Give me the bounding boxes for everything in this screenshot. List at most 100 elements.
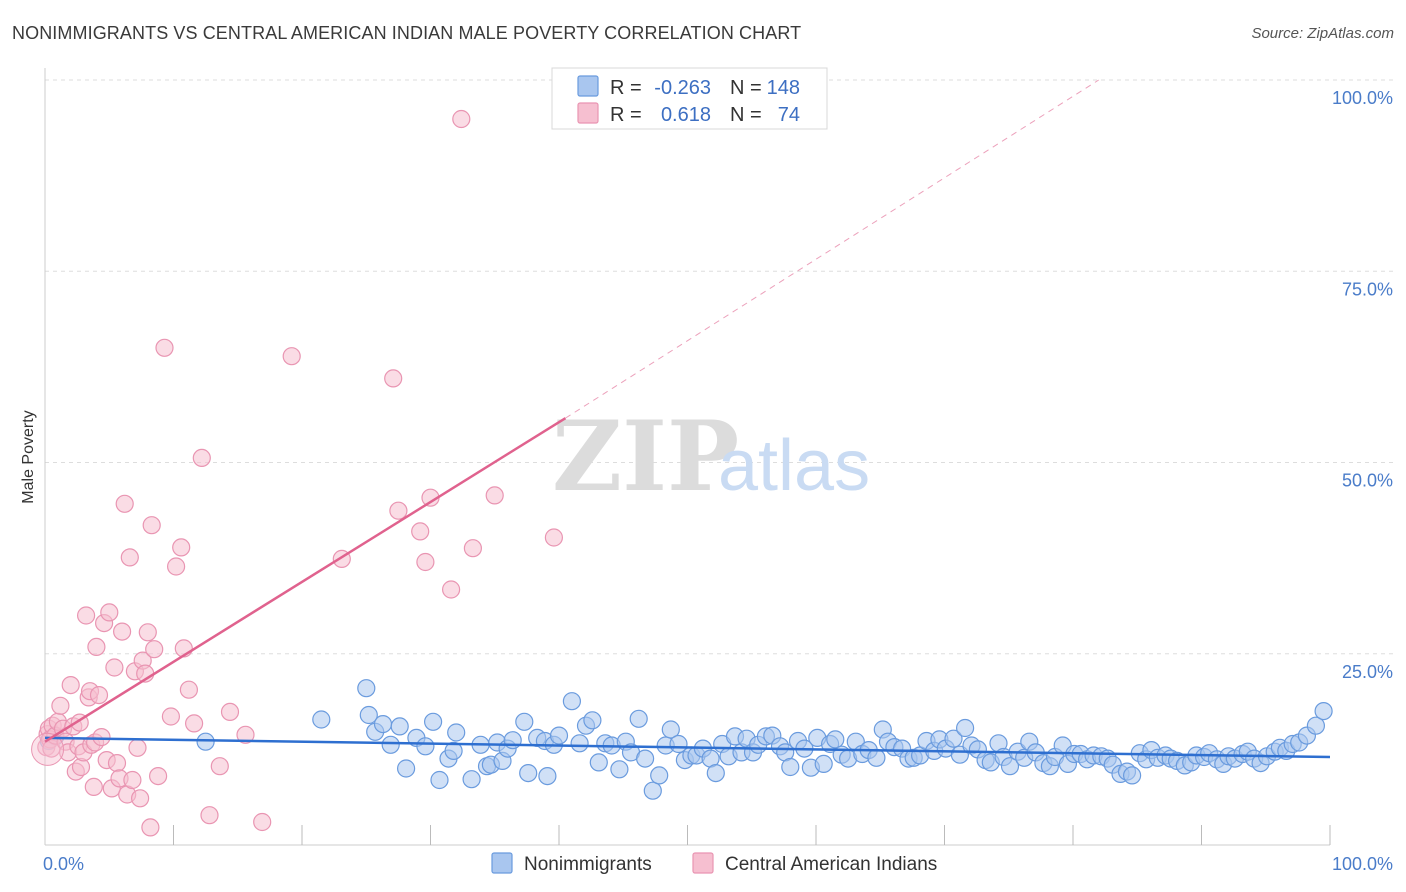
central-american-indians-point-41 xyxy=(128,738,147,757)
nonimmigrants-point-32 xyxy=(549,726,569,745)
central-american-indians-point-42 xyxy=(131,789,150,808)
central-american-indians-cluster xyxy=(31,732,65,766)
nonimmigrants-point-80 xyxy=(867,748,886,767)
central-american-indians-point-59 xyxy=(210,757,229,776)
watermark: ZIP atlas xyxy=(552,400,870,513)
x-tick-label-1: 100.0% xyxy=(1332,854,1393,874)
nonimmigrants-point-55 xyxy=(706,763,725,783)
trend-line-nonimmigrants xyxy=(44,736,1331,759)
nonimmigrants-point-46 xyxy=(650,766,669,785)
central-american-indians-point-8 xyxy=(51,696,70,715)
axes xyxy=(44,68,1331,846)
central-american-indians-point-26 xyxy=(89,685,109,705)
nonimmigrants-point-18 xyxy=(462,770,481,789)
central-american-indians-point-61 xyxy=(236,725,255,744)
central-american-indians-point-53 xyxy=(172,538,191,557)
y-axis-label: Male Poverty xyxy=(20,410,37,503)
y-tick-label-1: 50.0% xyxy=(1342,471,1393,491)
central-american-indians-point-46 xyxy=(141,818,160,837)
central-american-indians-point-49 xyxy=(149,766,168,786)
chart-title: NONIMMIGRANTS VS CENTRAL AMERICAN INDIAN… xyxy=(12,23,802,43)
nonimmigrants-point-3 xyxy=(312,710,331,729)
chart-source: Source: ZipAtlas.com xyxy=(1251,25,1394,42)
central-american-indians-point-48 xyxy=(145,640,164,659)
legend-n-label-blue: N = xyxy=(730,77,762,99)
bottom-legend-swatch-nonimmigrants xyxy=(491,852,513,874)
central-american-indians-point-51 xyxy=(161,707,180,726)
nonimmigrants-point-44 xyxy=(635,749,655,768)
central-american-indians-point-73 xyxy=(485,486,504,505)
central-american-indians-point-52 xyxy=(167,557,186,576)
central-american-indians-point-23 xyxy=(84,777,103,797)
central-american-indians-point-32 xyxy=(105,658,124,677)
legend-swatch-pink xyxy=(577,102,599,124)
nonimmigrants-point-45 xyxy=(643,781,662,800)
nonimmigrants-point-37 xyxy=(589,753,608,772)
nonimmigrants-point-7 xyxy=(373,714,393,734)
nonimmigrants-point-92 xyxy=(944,729,963,748)
bottom-legend-swatch-central-american-indians xyxy=(692,852,714,874)
central-american-indians-point-63 xyxy=(282,347,301,366)
central-american-indians-point-60 xyxy=(220,702,240,722)
legend-r-value-pink: 0.618 xyxy=(661,104,711,126)
central-american-indians-point-68 xyxy=(416,552,435,572)
legend-swatch-blue xyxy=(577,75,599,97)
nonimmigrants-point-33 xyxy=(562,692,582,711)
watermark-zip: ZIP xyxy=(552,400,739,513)
nonimmigrants-point-43 xyxy=(629,709,648,728)
nonimmigrants-point-72 xyxy=(814,754,833,774)
nonimmigrants-point-120 xyxy=(1122,766,1142,785)
nonimmigrants-point-34 xyxy=(570,734,589,753)
bottom-legend-label-nonimmigrants: Nonimmigrants xyxy=(524,854,652,875)
y-tick-label-2: 75.0% xyxy=(1342,279,1393,299)
nonimmigrants-point-5 xyxy=(359,705,378,725)
bottom-legend: Nonimmigrants Central American Indians xyxy=(491,852,937,875)
central-american-indians-point-58 xyxy=(200,806,219,825)
x-tick-label-0: 0.0% xyxy=(43,854,84,874)
central-american-indians-point-12 xyxy=(61,675,80,695)
nonimmigrants-point-14 xyxy=(430,770,449,790)
nonimmigrants-point-36 xyxy=(583,711,602,730)
nonimmigrants-point-74 xyxy=(826,730,845,749)
nonimmigrants-point-27 xyxy=(519,763,538,783)
legend: R = -0.263 N = 148 R = 0.618 N = 74 xyxy=(551,67,828,130)
trend-lines xyxy=(44,79,1331,759)
y-tick-label-3: 100.0% xyxy=(1332,88,1393,108)
nonimmigrants-point-67 xyxy=(781,757,800,777)
legend-n-label-pink: N = xyxy=(730,104,762,126)
central-american-indians-point-71 xyxy=(452,109,471,129)
central-american-indians-point-67 xyxy=(411,522,430,541)
central-american-indians-point-72 xyxy=(463,539,482,558)
legend-r-value-blue: -0.263 xyxy=(654,77,711,99)
nonimmigrants-point-4 xyxy=(357,679,376,698)
central-american-indians-point-35 xyxy=(112,622,132,641)
central-american-indians-point-27 xyxy=(92,727,111,747)
legend-n-value-pink: 74 xyxy=(778,104,800,126)
central-american-indians-point-70 xyxy=(442,580,461,599)
central-american-indians-point-30 xyxy=(100,603,119,622)
central-american-indians-point-33 xyxy=(107,753,127,773)
nonimmigrants-point-9 xyxy=(390,717,409,736)
central-american-indians-point-74 xyxy=(544,528,564,547)
central-american-indians-point-47 xyxy=(142,516,161,535)
nonimmigrants-point-8 xyxy=(381,735,400,754)
nonimmigrants-point-2 xyxy=(196,732,215,751)
trend-line-central-american-indians xyxy=(44,417,567,743)
central-american-indians-point-36 xyxy=(115,494,134,513)
nonimmigrants-point-148 xyxy=(1306,716,1326,735)
nonimmigrants-point-26 xyxy=(515,712,534,731)
nonimmigrants-point-48 xyxy=(661,720,680,739)
series-nonimmigrants xyxy=(39,679,1333,800)
watermark-atlas: atlas xyxy=(718,426,870,506)
series-central-american-indians xyxy=(31,109,564,837)
nonimmigrants-point-12 xyxy=(416,737,435,756)
nonimmigrants-point-101 xyxy=(1000,757,1020,776)
grid-lines xyxy=(45,79,1393,655)
central-american-indians-point-19 xyxy=(76,606,96,625)
legend-r-label-pink: R = xyxy=(610,104,642,126)
central-american-indians-point-62 xyxy=(253,812,272,832)
nonimmigrants-point-94 xyxy=(955,718,975,738)
legend-n-value-blue: 148 xyxy=(767,77,800,99)
central-american-indians-point-57 xyxy=(192,448,211,467)
